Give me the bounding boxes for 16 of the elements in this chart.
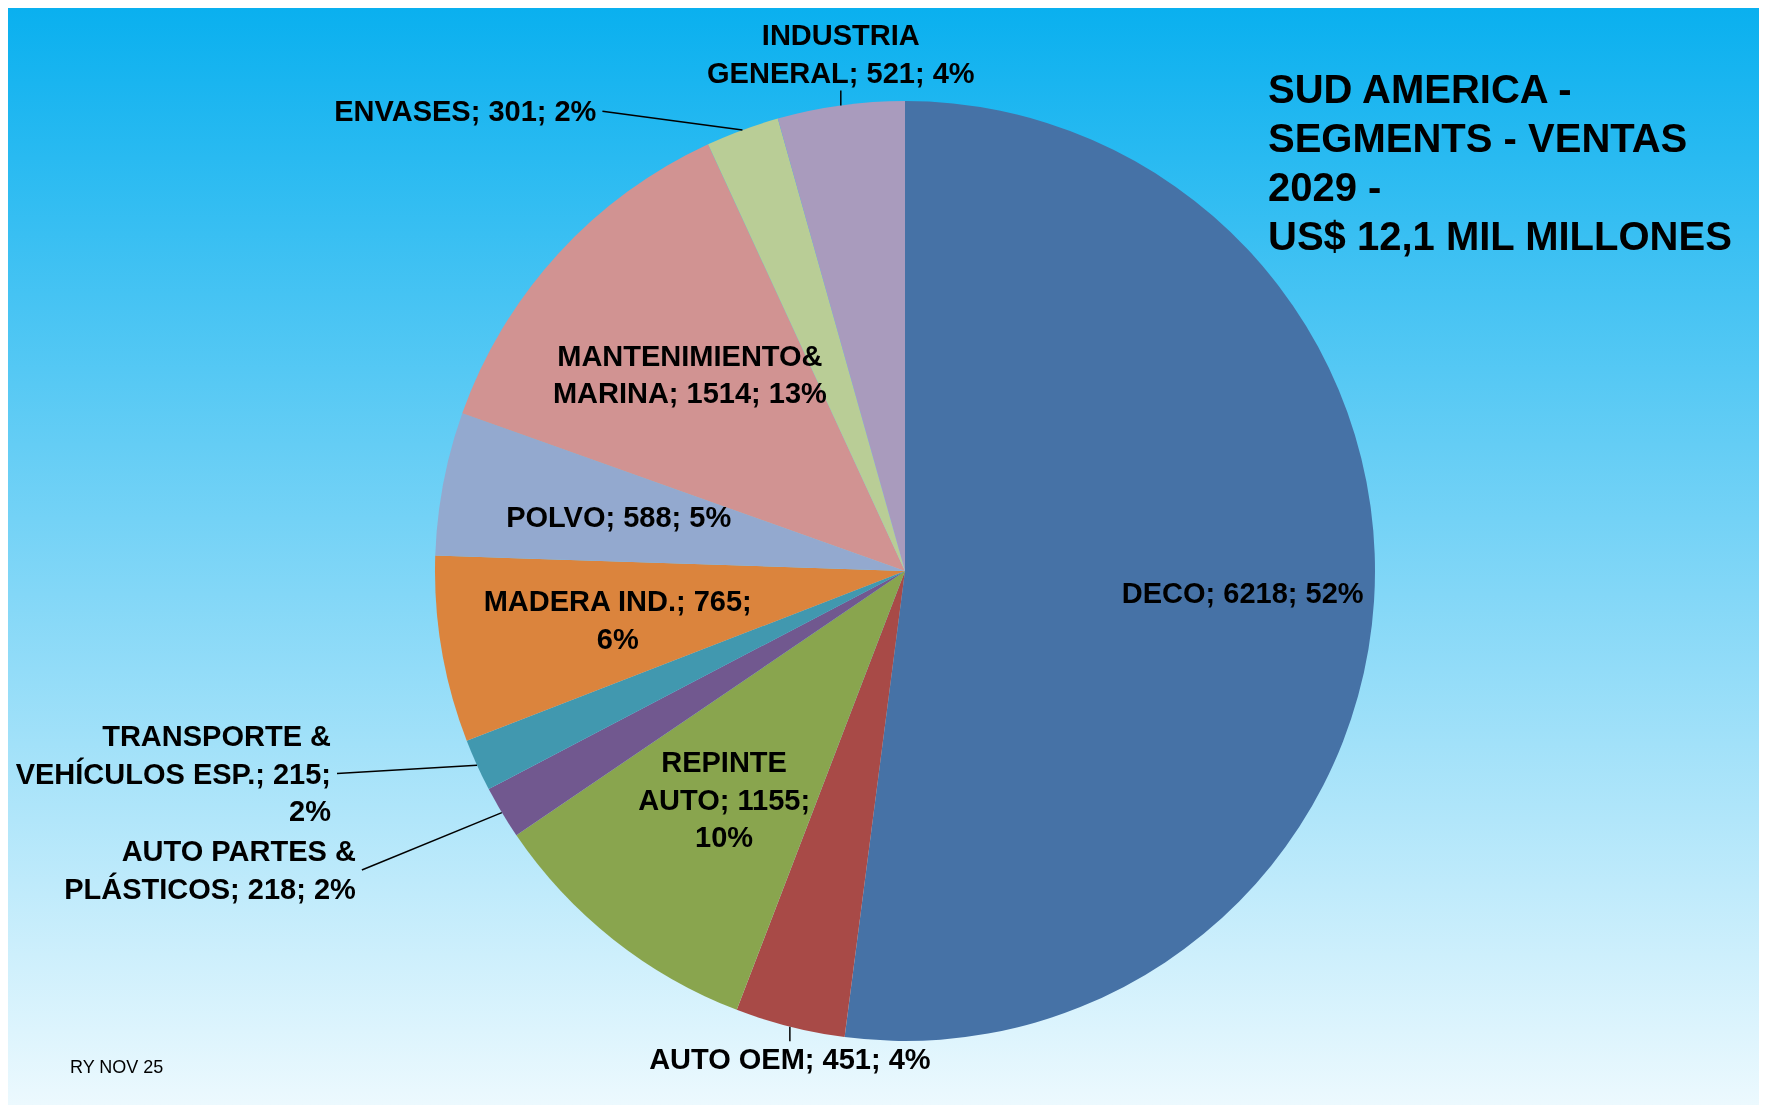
slice-label: MANTENIMIENTO& MARINA; 1514; 13%	[552, 339, 828, 410]
slice-label: DECO; 6218; 52%	[1121, 576, 1364, 609]
slice-label: REPINTE AUTO; 1155; 10%	[638, 745, 811, 854]
text: RY NOV 25	[70, 1057, 164, 1077]
pie-slice	[466, 571, 905, 790]
slice-label: INDUSTRIA GENERAL; 521; 4%	[707, 18, 975, 89]
pie-slice	[435, 413, 905, 571]
pie-slice	[462, 144, 905, 571]
slice-label: AUTO OEM; 451; 4%	[649, 1042, 931, 1075]
slice-label: AUTO PARTES & PLÁSTICOS; 218; 2%	[64, 835, 357, 905]
pie-slice	[435, 555, 905, 741]
slice-label: ENVASES; 301; 2%	[334, 95, 597, 128]
slice-label: TRANSPORTE & VEHÍCULOS ESP.; 215; 2%	[15, 719, 332, 828]
slice-label: MADERA IND.; 765; 6%	[483, 585, 752, 655]
slice-label: POLVO; 588; 5%	[506, 500, 732, 533]
text: SUD AMERICA - SEGMENTS - VENTAS 2029 - US$ 12,1 MIL MILLONES	[1268, 67, 1732, 258]
